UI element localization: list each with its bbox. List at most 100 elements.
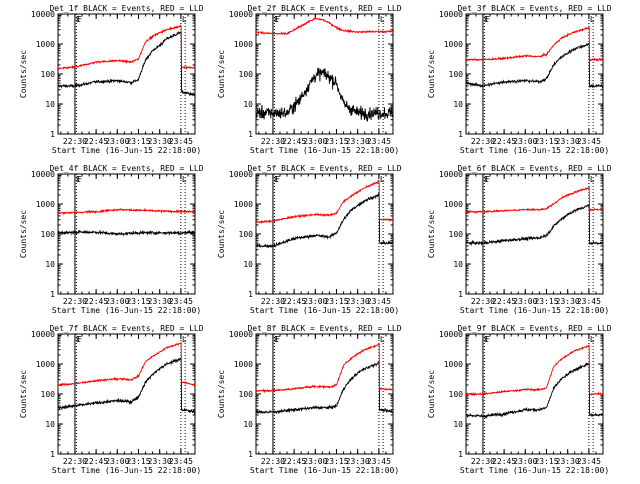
x-tick-label: 23:45: [367, 457, 391, 466]
x-tick-label: 23:15: [126, 137, 150, 146]
x-tick-label: 22:45: [84, 297, 108, 306]
series-lld-line: [57, 24, 195, 71]
y-tick-label: 10: [243, 420, 253, 429]
marker-label: F: [275, 335, 280, 344]
x-axis-label: Start Time (16-Jun-15 22:18:00): [250, 146, 399, 155]
panel-9: Det_9f BLACK = Events, RED = LLD 1 10 100 10…: [427, 324, 612, 475]
y-tick-label: 10000: [31, 330, 55, 339]
x-tick-label: 23:30: [346, 457, 370, 466]
marker-label: E: [484, 15, 489, 24]
x-tick-label: 23:00: [513, 137, 537, 146]
x-tick-label: 23:30: [346, 297, 370, 306]
y-tick-label: 1000: [444, 200, 463, 209]
y-tick-label: 10000: [31, 10, 55, 19]
x-tick-label: 23:00: [303, 457, 327, 466]
series-events-line: [255, 192, 394, 249]
marker-label: L: [182, 335, 187, 344]
y-tick-label: 10: [243, 100, 253, 109]
y-tick-label: 1000: [234, 40, 253, 49]
series-lld-line: [255, 180, 393, 224]
y-tick-label: 100: [239, 390, 254, 399]
y-axis-label: Counts/sec: [427, 210, 436, 258]
panel-2: Det_2f BLACK = Events, RED = LLD 1 10 100 10…: [217, 4, 402, 155]
x-tick-label: 22:45: [84, 457, 108, 466]
y-axis-label: Counts/sec: [19, 370, 28, 418]
panel-title: Det_9f BLACK = Events, RED = LLD: [457, 324, 611, 333]
x-tick-label: 23:00: [105, 297, 129, 306]
y-tick-label: 100: [41, 390, 56, 399]
x-tick-label: 22:30: [471, 137, 495, 146]
y-tick-label: 10000: [439, 330, 463, 339]
marker-label: F: [485, 175, 490, 184]
x-tick-label: 23:45: [577, 297, 601, 306]
y-axis-label: Counts/sec: [217, 50, 226, 98]
x-axis-label: Start Time (16-Jun-15 22:18:00): [52, 306, 201, 315]
series-events-line: [57, 229, 196, 237]
panel-title: Det_5f BLACK = Events, RED = LLD: [247, 164, 401, 173]
x-tick-label: 23:00: [105, 137, 129, 146]
x-tick-label: 23:15: [324, 297, 348, 306]
x-axis-label: Start Time (16-Jun-15 22:18:00): [460, 146, 609, 155]
y-axis-label: Counts/sec: [19, 50, 28, 98]
plot-frame: [255, 173, 394, 295]
series-events-line: [57, 31, 196, 97]
y-tick-label: 100: [449, 230, 464, 239]
panel-5: Det_5f BLACK = Events, RED = LLD 1 10 100 10…: [217, 164, 402, 315]
x-tick-label: 22:30: [261, 297, 285, 306]
y-tick-label: 1: [458, 130, 463, 139]
plot-frame: [255, 333, 394, 455]
x-tick-label: 23:45: [577, 137, 601, 146]
marker-label: L: [182, 175, 187, 184]
x-tick-label: 23:30: [148, 457, 172, 466]
series-events-line: [255, 360, 394, 415]
y-tick-label: 1: [458, 290, 463, 299]
plot-frame: [465, 13, 604, 135]
y-tick-label: 10000: [229, 10, 253, 19]
y-tick-label: 1000: [234, 200, 253, 209]
y-tick-label: 10: [45, 260, 55, 269]
x-tick-label: 23:30: [556, 297, 580, 306]
x-tick-label: 22:30: [63, 457, 87, 466]
y-tick-label: 1000: [36, 200, 55, 209]
y-tick-label: 10: [453, 420, 463, 429]
marker-label: E: [484, 335, 489, 344]
x-axis-label: Start Time (16-Jun-15 22:18:00): [250, 306, 399, 315]
y-tick-label: 10: [243, 260, 253, 269]
marker-label: F: [275, 15, 280, 24]
y-tick-label: 10000: [439, 170, 463, 179]
panel-title: Det_8f BLACK = Events, RED = LLD: [247, 324, 401, 333]
series-lld-line: [465, 344, 604, 397]
y-tick-label: 1000: [444, 40, 463, 49]
y-tick-label: 1: [248, 450, 253, 459]
marker-label: F: [275, 175, 280, 184]
x-tick-label: 23:30: [148, 297, 172, 306]
y-tick-label: 100: [239, 70, 254, 79]
plot-frame: [57, 333, 196, 455]
series-events-line: [466, 204, 604, 247]
x-tick-label: 23:30: [148, 137, 172, 146]
marker-label: L: [380, 175, 385, 184]
x-tick-label: 22:45: [492, 297, 516, 306]
panel-8: Det_8f BLACK = Events, RED = LLD 1 10 100 10…: [217, 324, 402, 475]
series-lld-line: [255, 342, 394, 394]
x-tick-label: 23:00: [303, 137, 327, 146]
series-lld-line: [465, 26, 604, 63]
y-axis-label: Counts/sec: [217, 370, 226, 418]
panel-6: Det_6f BLACK = Events, RED = LLD 1 10 100 10…: [427, 164, 612, 315]
y-axis-label: Counts/sec: [427, 370, 436, 418]
y-tick-label: 1000: [36, 360, 55, 369]
panel-7: Det_7f BLACK = Events, RED = LLD 1 10 100 10…: [19, 324, 204, 475]
y-tick-label: 100: [449, 70, 464, 79]
y-tick-label: 1: [50, 290, 55, 299]
x-tick-label: 22:30: [471, 457, 495, 466]
x-axis-label: Start Time (16-Jun-15 22:18:00): [460, 306, 609, 315]
marker-label: F: [485, 335, 490, 344]
x-tick-label: 22:30: [63, 137, 87, 146]
x-tick-label: 22:45: [492, 137, 516, 146]
y-tick-label: 1: [248, 290, 253, 299]
panel-title: Det_3f BLACK = Events, RED = LLD: [457, 4, 611, 13]
x-tick-label: 23:15: [324, 457, 348, 466]
x-tick-label: 23:15: [324, 137, 348, 146]
x-tick-label: 23:00: [303, 297, 327, 306]
